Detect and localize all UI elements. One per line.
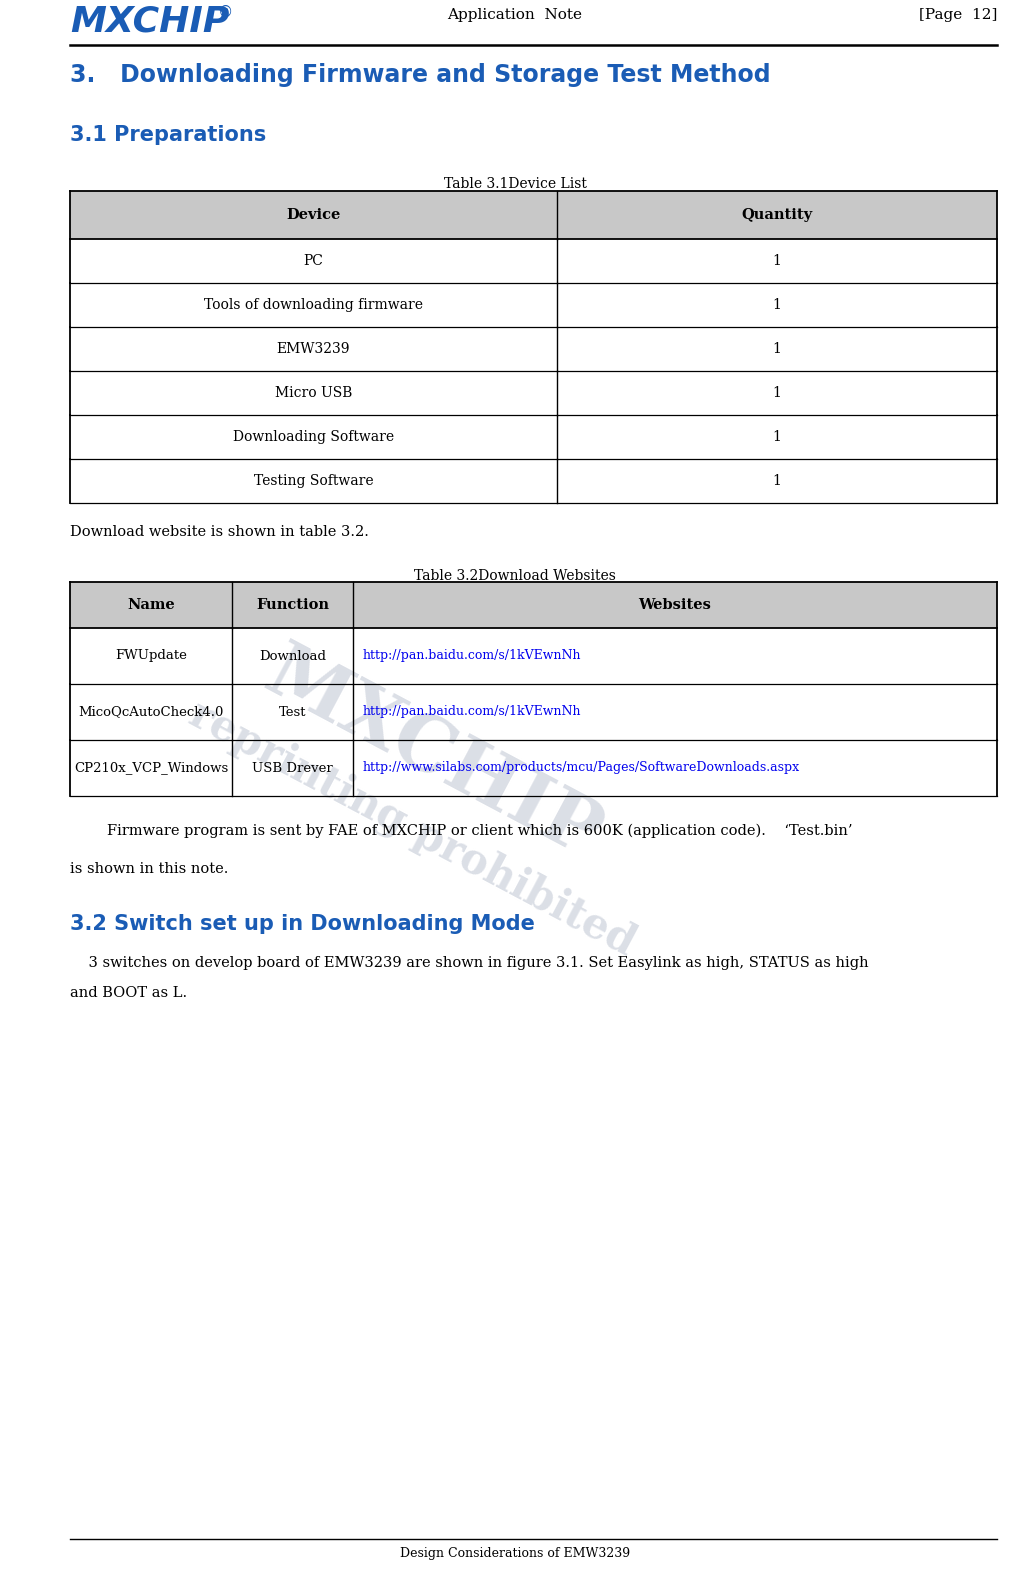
Text: [Page  12]: [Page 12] [919, 8, 997, 22]
Text: Test: Test [279, 705, 306, 718]
Text: Function: Function [256, 598, 329, 612]
Text: MXCHIP: MXCHIP [252, 636, 613, 874]
Text: 3.   Downloading Firmware and Storage Test Method: 3. Downloading Firmware and Storage Test… [70, 63, 770, 87]
Text: Design Considerations of EMW3239: Design Considerations of EMW3239 [400, 1546, 630, 1560]
Text: Downloading Software: Downloading Software [233, 430, 393, 444]
Text: and BOOT as L.: and BOOT as L. [70, 987, 187, 1001]
Text: Tools of downloading firmware: Tools of downloading firmware [204, 297, 423, 311]
Text: Micro USB: Micro USB [275, 386, 352, 400]
Text: EMW3239: EMW3239 [277, 341, 350, 356]
Text: 1: 1 [772, 341, 782, 356]
Text: reprinting prohibited: reprinting prohibited [182, 692, 643, 964]
Text: USB Drever: USB Drever [252, 762, 333, 775]
Text: Table 3.2Download Websites: Table 3.2Download Websites [414, 569, 616, 583]
Text: Quantity: Quantity [742, 209, 813, 221]
Text: http://pan.baidu.com/s/1kVEwnNh: http://pan.baidu.com/s/1kVEwnNh [363, 650, 581, 662]
Text: 3 switches on develop board of EMW3239 are shown in figure 3.1. Set Easylink as : 3 switches on develop board of EMW3239 a… [70, 957, 868, 971]
Text: Device: Device [286, 209, 341, 221]
Text: is shown in this note.: is shown in this note. [70, 862, 229, 876]
Text: Download: Download [259, 650, 327, 662]
Text: MicoQcAutoCheck4.0: MicoQcAutoCheck4.0 [78, 705, 224, 718]
Text: 3.1 Preparations: 3.1 Preparations [70, 125, 267, 145]
Text: 1: 1 [772, 255, 782, 269]
Text: Application  Note: Application Note [447, 8, 583, 22]
Text: ®: ® [218, 5, 233, 21]
Text: http://www.silabs.com/products/mcu/Pages/SoftwareDownloads.aspx: http://www.silabs.com/products/mcu/Pages… [363, 762, 800, 775]
Text: 1: 1 [772, 430, 782, 444]
Bar [70, 582, 997, 628]
Text: MXCHIP: MXCHIP [70, 5, 230, 40]
Text: PC: PC [304, 255, 323, 269]
Text: 1: 1 [772, 386, 782, 400]
Text: 1: 1 [772, 474, 782, 489]
Text: 1: 1 [772, 297, 782, 311]
Text: Table 3.1Device List: Table 3.1Device List [444, 177, 586, 191]
Text: CP210x_VCP_Windows: CP210x_VCP_Windows [74, 762, 229, 775]
Text: Testing Software: Testing Software [253, 474, 373, 489]
Text: Name: Name [128, 598, 175, 612]
Text: 3.2 Switch set up in Downloading Mode: 3.2 Switch set up in Downloading Mode [70, 914, 535, 934]
Text: Download website is shown in table 3.2.: Download website is shown in table 3.2. [70, 525, 369, 539]
Bar [70, 191, 997, 239]
Text: Websites: Websites [639, 598, 712, 612]
Text: FWUpdate: FWUpdate [115, 650, 187, 662]
Text: http://pan.baidu.com/s/1kVEwnNh: http://pan.baidu.com/s/1kVEwnNh [363, 705, 581, 718]
Text: Firmware program is sent by FAE of MXCHIP or client which is 600K (application c: Firmware program is sent by FAE of MXCHI… [70, 824, 853, 838]
